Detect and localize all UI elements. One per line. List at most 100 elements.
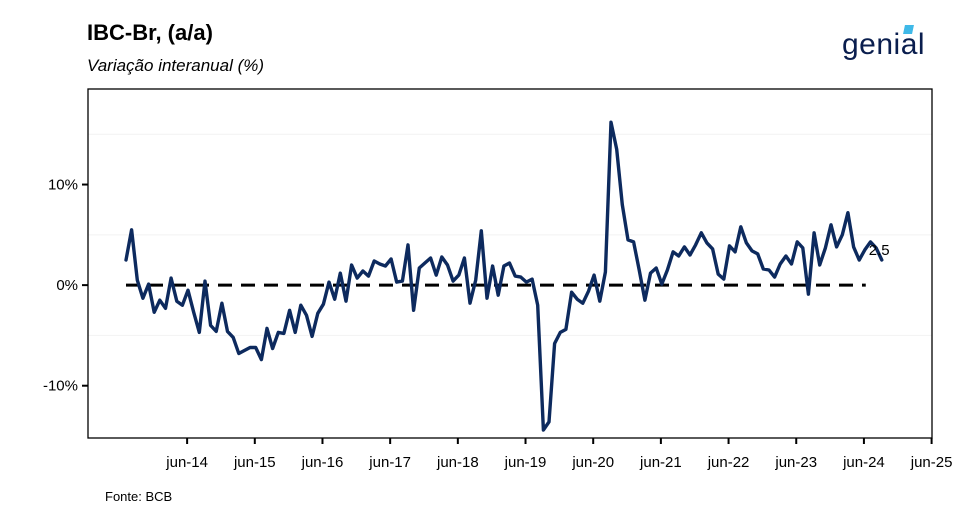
- data-point: [807, 293, 810, 296]
- chart-subtitle: Variação interanual (%): [87, 56, 265, 75]
- data-point: [361, 270, 364, 273]
- data-point: [610, 121, 613, 124]
- data-point: [446, 264, 449, 267]
- data-point: [237, 352, 240, 355]
- data-point: [751, 249, 754, 252]
- data-point: [677, 255, 680, 258]
- x-tick-label: jun-23: [774, 454, 817, 471]
- data-point: [175, 300, 178, 303]
- data-point: [768, 269, 771, 272]
- data-point: [491, 265, 494, 268]
- data-point: [852, 245, 855, 248]
- data-point: [249, 346, 252, 349]
- data-point: [649, 272, 652, 275]
- data-point: [401, 280, 404, 283]
- data-point: [632, 240, 635, 243]
- x-tick-label: jun-19: [504, 454, 547, 471]
- data-point: [395, 281, 398, 284]
- chart-title: IBC-Br, (a/a): [87, 20, 213, 45]
- data-point: [153, 311, 156, 314]
- data-point: [818, 264, 821, 267]
- series-line-ibc-br: [124, 120, 884, 432]
- data-point: [773, 276, 776, 279]
- data-point: [125, 259, 128, 262]
- x-tick-label: jun-14: [165, 454, 208, 471]
- data-point: [418, 267, 421, 270]
- y-tick-label: 0%: [56, 277, 78, 294]
- data-point: [187, 289, 190, 292]
- data-point: [790, 263, 793, 266]
- data-point: [384, 265, 387, 268]
- plot-panel-border: [87, 88, 933, 439]
- data-point: [378, 263, 381, 266]
- data-point: [429, 257, 432, 260]
- data-point: [536, 304, 539, 307]
- data-point: [277, 331, 280, 334]
- data-point: [587, 290, 590, 293]
- x-tick-label: jun-25: [910, 454, 953, 471]
- data-point: [660, 283, 663, 286]
- data-point: [164, 307, 167, 310]
- data-point: [508, 262, 511, 265]
- data-point: [863, 248, 866, 251]
- data-point: [350, 264, 353, 267]
- data-point: [232, 336, 235, 339]
- y-tick-label: -10%: [43, 378, 78, 395]
- data-point: [452, 280, 455, 283]
- data-point: [333, 298, 336, 301]
- data-point: [407, 243, 410, 246]
- data-point: [846, 211, 849, 214]
- data-point: [423, 262, 426, 265]
- data-point: [638, 269, 641, 272]
- data-points: [125, 121, 884, 432]
- data-point: [655, 267, 658, 270]
- data-point: [220, 302, 223, 305]
- data-point: [316, 312, 319, 315]
- data-point: [192, 311, 195, 314]
- data-point: [531, 278, 534, 281]
- data-point: [576, 298, 579, 301]
- data-point: [570, 291, 573, 294]
- data-point: [683, 245, 686, 248]
- data-point: [474, 279, 477, 282]
- data-point: [288, 309, 291, 312]
- data-point: [440, 256, 443, 259]
- data-point: [581, 302, 584, 305]
- data-point: [858, 259, 861, 262]
- data-point: [367, 275, 370, 278]
- gridlines: [88, 133, 932, 336]
- data-point: [435, 274, 438, 277]
- data-point: [694, 243, 697, 246]
- data-point: [525, 281, 528, 284]
- data-point: [339, 272, 342, 275]
- data-point: [209, 324, 212, 327]
- axes: -10% 0% 10% jun-14 jun-15 jun-16 jun-17 jun-18 j…: [43, 177, 952, 471]
- data-point: [282, 332, 285, 335]
- x-tick-label: jun-16: [301, 454, 344, 471]
- data-point: [621, 203, 624, 206]
- data-point: [762, 268, 765, 271]
- data-point: [734, 250, 737, 253]
- data-point: [739, 225, 742, 228]
- data-point: [480, 229, 483, 232]
- data-point: [717, 273, 720, 276]
- data-point: [457, 274, 460, 277]
- data-point: [328, 281, 331, 284]
- x-tick-label: jun-21: [639, 454, 682, 471]
- data-point: [254, 346, 257, 349]
- data-point: [502, 265, 505, 268]
- data-point: [666, 269, 669, 272]
- data-point: [305, 314, 308, 317]
- data-point: [486, 297, 489, 300]
- data-point: [463, 257, 466, 260]
- data-point: [469, 302, 472, 305]
- data-point: [598, 300, 601, 303]
- data-point: [170, 277, 173, 280]
- x-tick-label: jun-22: [707, 454, 750, 471]
- data-point: [553, 342, 556, 345]
- data-point: [824, 246, 827, 249]
- data-point: [830, 223, 833, 226]
- data-point: [728, 244, 731, 247]
- data-point: [627, 238, 630, 241]
